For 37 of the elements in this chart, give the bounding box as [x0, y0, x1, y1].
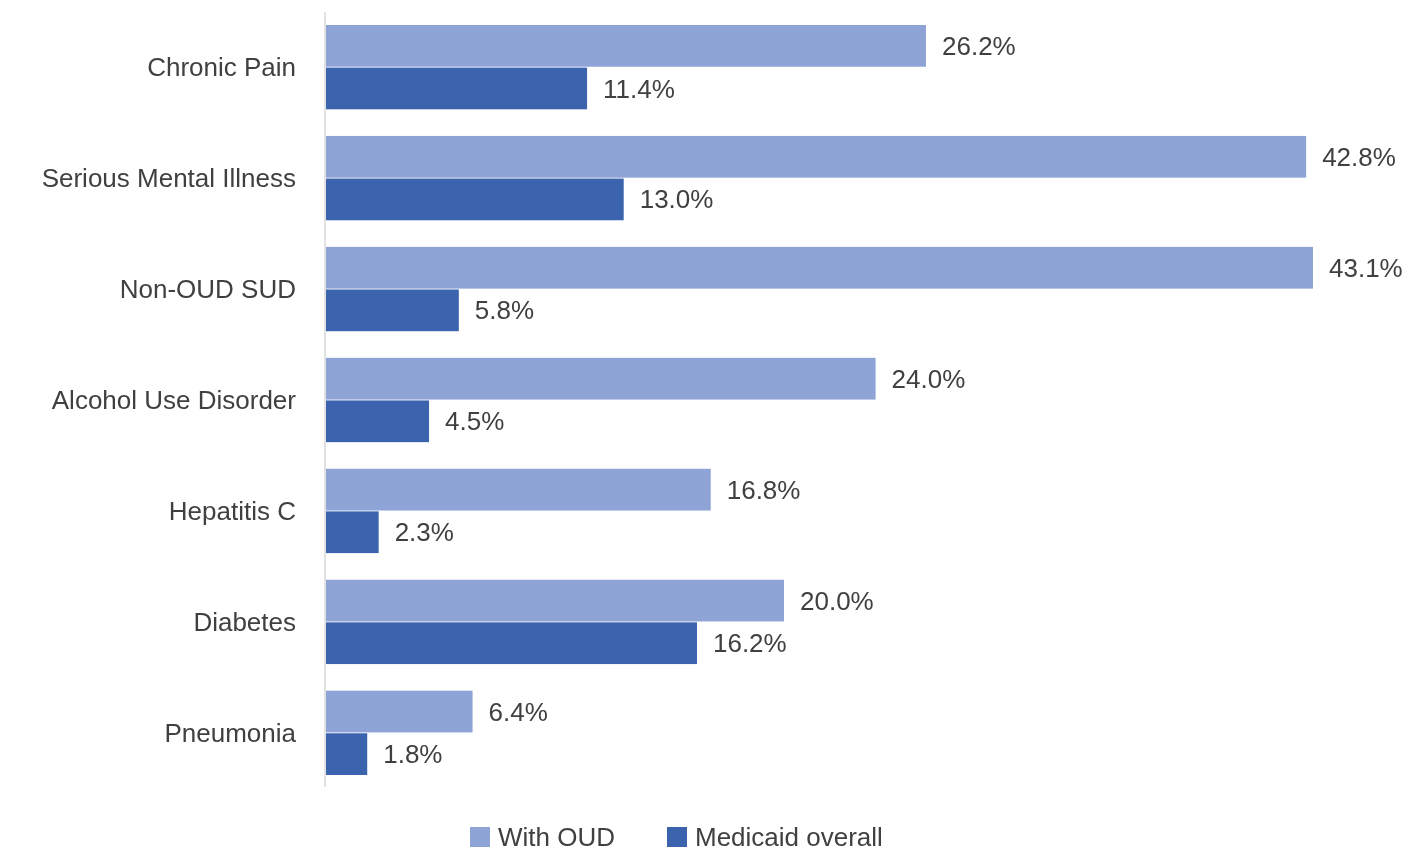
bar — [326, 357, 876, 400]
bar — [326, 622, 697, 665]
bar — [326, 246, 1313, 289]
data-label: 24.0% — [891, 363, 966, 394]
data-label: 42.8% — [1322, 141, 1396, 172]
bar — [326, 135, 1307, 178]
data-label: 6.4% — [488, 696, 548, 727]
y-tick-label: Pneumonia — [164, 717, 297, 748]
y-tick-label: Alcohol Use Disorder — [51, 385, 297, 416]
data-label: 16.8% — [726, 474, 801, 505]
data-label: 4.5% — [445, 406, 505, 437]
y-tick-label: Serious Mental Illness — [41, 163, 296, 194]
data-label: 43.1% — [1329, 252, 1403, 283]
data-label: 26.2% — [941, 30, 1016, 61]
bar — [326, 67, 588, 110]
bar — [326, 25, 926, 67]
data-label: 11.4% — [603, 73, 675, 104]
data-label: 1.8% — [383, 739, 443, 770]
bar — [326, 178, 624, 221]
bar — [326, 511, 379, 554]
data-label: 2.3% — [394, 517, 454, 548]
y-tick-label: Non-OUD SUD — [119, 274, 296, 305]
y-tick-label: Chronic Pain — [147, 52, 296, 83]
bar — [326, 400, 430, 443]
data-label: 16.2% — [712, 628, 787, 659]
y-tick-label: Diabetes — [193, 606, 296, 637]
data-label: 13.0% — [639, 184, 714, 215]
data-label: 5.8% — [474, 295, 535, 326]
bar — [326, 579, 785, 622]
legend-label: With OUD — [498, 822, 615, 849]
bar — [326, 289, 459, 332]
y-tick-label: Hepatitis C — [168, 496, 296, 527]
data-label: 20.0% — [800, 585, 874, 616]
bar — [326, 468, 711, 511]
legend-label: Medicaid overall — [695, 822, 883, 849]
bar — [326, 690, 473, 733]
bar — [326, 733, 368, 775]
